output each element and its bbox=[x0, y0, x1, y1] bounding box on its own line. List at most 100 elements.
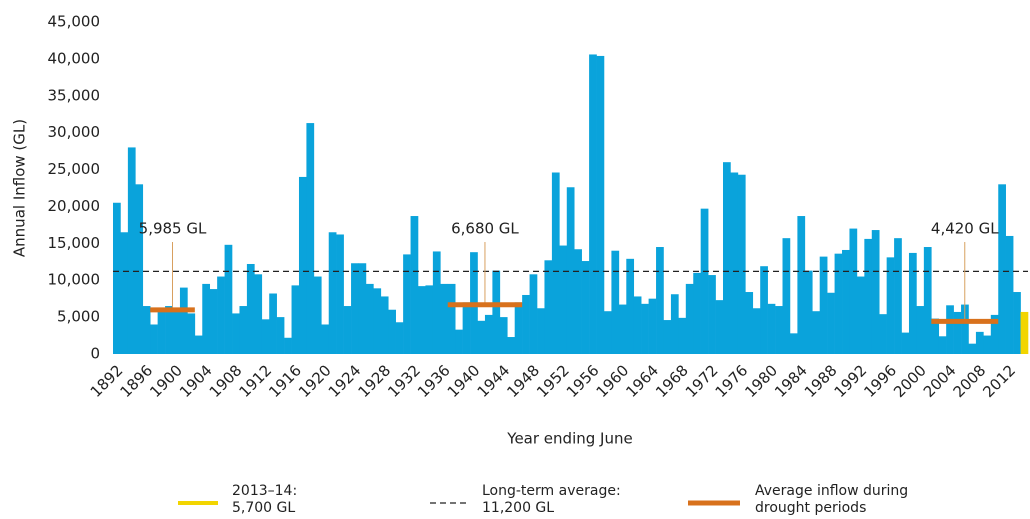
bar bbox=[723, 162, 731, 354]
bar bbox=[507, 337, 516, 354]
bar bbox=[693, 272, 701, 354]
bar bbox=[217, 276, 225, 354]
bar bbox=[306, 123, 315, 354]
bar bbox=[641, 303, 649, 354]
x-tick-label: 1916 bbox=[265, 361, 305, 401]
bar bbox=[566, 187, 575, 354]
drought-label: 5,985 GL bbox=[139, 220, 207, 238]
bar bbox=[946, 305, 954, 354]
x-tick-label: 1932 bbox=[384, 361, 424, 401]
bar bbox=[864, 238, 873, 354]
bar bbox=[537, 308, 545, 354]
y-tick-label: 15,000 bbox=[48, 234, 101, 252]
y-tick-label: 25,000 bbox=[48, 160, 101, 178]
x-tick-label: 2000 bbox=[890, 361, 930, 401]
bar bbox=[871, 230, 880, 354]
bar bbox=[559, 245, 568, 354]
x-tick-label: 1948 bbox=[503, 361, 543, 401]
bar bbox=[812, 311, 821, 354]
bar bbox=[730, 172, 739, 354]
drought-label: 6,680 GL bbox=[451, 220, 519, 238]
bar bbox=[462, 302, 471, 354]
x-tick-label: 1940 bbox=[444, 361, 484, 401]
bar bbox=[440, 283, 449, 354]
y-tick-label: 40,000 bbox=[48, 49, 101, 67]
bar bbox=[522, 294, 530, 354]
bar bbox=[975, 331, 984, 354]
bar bbox=[901, 332, 910, 354]
bar bbox=[179, 287, 188, 354]
bar bbox=[276, 317, 285, 354]
bar bbox=[1013, 292, 1021, 354]
bar bbox=[990, 314, 999, 354]
bar bbox=[410, 216, 419, 354]
bar bbox=[574, 249, 582, 354]
bar bbox=[767, 303, 776, 354]
bar bbox=[775, 306, 783, 354]
legend-label: Average inflow during bbox=[755, 483, 908, 499]
bar bbox=[418, 286, 426, 354]
bar bbox=[261, 319, 270, 354]
bar bbox=[224, 244, 233, 354]
bar bbox=[447, 283, 456, 354]
bar bbox=[923, 247, 932, 354]
legend-label: drought periods bbox=[755, 500, 866, 516]
y-tick-label: 45,000 bbox=[48, 13, 101, 31]
bar bbox=[819, 256, 828, 354]
bar bbox=[685, 283, 694, 354]
x-tick-label: 1972 bbox=[682, 361, 722, 401]
bar bbox=[737, 174, 746, 354]
bar bbox=[172, 309, 181, 354]
x-tick-label: 1980 bbox=[741, 361, 781, 401]
bar bbox=[908, 252, 917, 354]
bar bbox=[298, 176, 307, 354]
bar bbox=[388, 309, 396, 354]
bar bbox=[551, 172, 560, 354]
bar bbox=[365, 283, 374, 354]
bar bbox=[581, 261, 590, 354]
bar bbox=[284, 337, 292, 354]
bar bbox=[373, 288, 382, 354]
bar bbox=[961, 304, 969, 354]
y-axis-label: Annual Inflow (GL) bbox=[11, 119, 29, 257]
y-tick-label: 0 bbox=[90, 345, 100, 363]
x-axis-label: Year ending June bbox=[506, 430, 632, 448]
x-tick-label: 1992 bbox=[831, 361, 871, 401]
x-tick-label: 1892 bbox=[87, 361, 127, 401]
bar bbox=[425, 285, 434, 354]
x-tick-label: 1936 bbox=[414, 361, 454, 401]
bar bbox=[856, 276, 865, 354]
x-tick-label: 1964 bbox=[622, 361, 662, 401]
x-tick-label: 1976 bbox=[712, 361, 752, 401]
x-tick-label: 1952 bbox=[533, 361, 573, 401]
bar bbox=[998, 184, 1006, 354]
bar bbox=[708, 275, 716, 354]
bar bbox=[879, 314, 887, 354]
bar bbox=[656, 247, 664, 354]
bar bbox=[246, 263, 255, 354]
bar bbox=[983, 335, 992, 354]
bar bbox=[269, 293, 277, 354]
bar bbox=[135, 184, 144, 354]
bar bbox=[336, 234, 344, 354]
x-tick-label: 1912 bbox=[235, 361, 275, 401]
bar bbox=[254, 274, 263, 354]
x-tick-label: 2008 bbox=[950, 361, 990, 401]
bar bbox=[827, 292, 835, 354]
x-tick-label: 1920 bbox=[295, 361, 335, 401]
bar bbox=[514, 302, 523, 354]
bar bbox=[113, 202, 121, 354]
drought-label: 4,420 GL bbox=[931, 220, 999, 238]
bar bbox=[663, 320, 672, 354]
y-tick-label: 35,000 bbox=[48, 86, 101, 104]
x-tick-label: 1960 bbox=[593, 361, 633, 401]
bar bbox=[1020, 311, 1029, 354]
bar bbox=[403, 254, 411, 354]
y-tick-label: 20,000 bbox=[48, 197, 101, 215]
bar bbox=[120, 232, 129, 354]
bar bbox=[797, 216, 806, 354]
x-tick-label: 1996 bbox=[860, 361, 900, 401]
bar bbox=[626, 258, 635, 354]
bar bbox=[931, 318, 940, 354]
